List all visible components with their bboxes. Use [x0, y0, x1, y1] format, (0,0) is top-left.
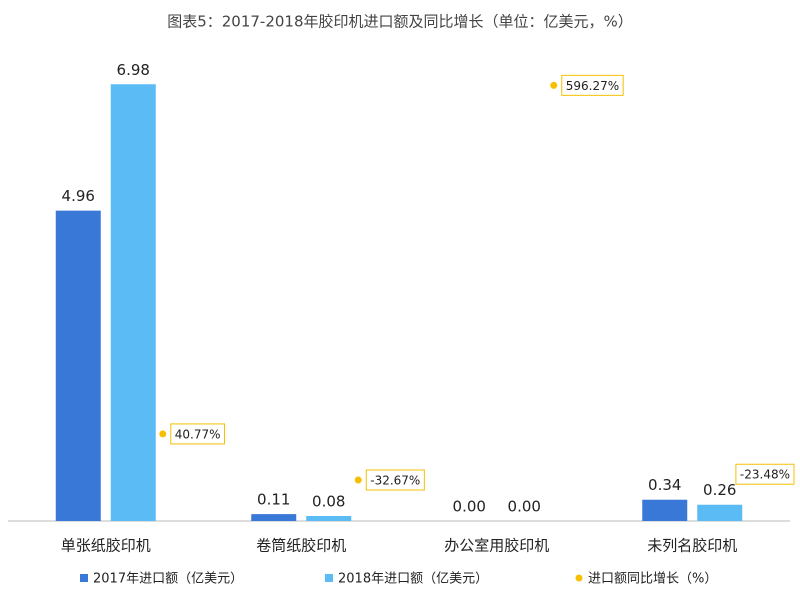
growth-dot: [354, 476, 362, 484]
legend-label: 2018年进口额（亿美元）: [338, 572, 488, 587]
value-label: 0.11: [257, 491, 290, 509]
x-tick-label: 单张纸胶印机: [61, 537, 151, 555]
legend-marker: [325, 574, 333, 582]
x-tick-label: 办公室用胶印机: [444, 537, 549, 555]
growth-label: -32.67%: [370, 474, 420, 488]
growth-label-box: [735, 463, 795, 485]
growth-dot: [550, 81, 558, 89]
value-label: 4.96: [62, 187, 95, 205]
legend-label: 进口额同比增长（%）: [588, 572, 717, 587]
growth-dot: [159, 430, 167, 438]
chart-title: 图表5：2017-2018年胶印机进口额及同比增长（单位：亿美元，%）: [167, 13, 633, 31]
value-label: 0.34: [648, 476, 681, 494]
growth-label: 596.27%: [566, 79, 619, 93]
value-label: 0.26: [703, 481, 736, 499]
value-label: 0.00: [508, 498, 541, 516]
bar: [697, 504, 743, 521]
value-label: 6.98: [117, 61, 150, 79]
growth-label-box: [170, 423, 226, 445]
bar: [251, 514, 297, 521]
legend-marker: [80, 574, 88, 582]
bar: [642, 499, 688, 521]
growth-label: -23.48%: [740, 468, 790, 482]
value-label: 0.08: [312, 492, 345, 510]
bar: [110, 84, 156, 521]
value-label: 0.00: [453, 498, 486, 516]
bar: [306, 515, 352, 521]
bar: [55, 210, 101, 521]
x-tick-label: 卷筒纸胶印机: [256, 537, 346, 555]
growth-label-box: [365, 469, 425, 491]
growth-label-box: [561, 74, 624, 96]
x-tick-label: 未列名胶印机: [647, 537, 737, 555]
legend-marker: [575, 574, 583, 582]
growth-label: 40.77%: [175, 427, 221, 441]
legend-label: 2017年进口额（亿美元）: [93, 572, 243, 587]
